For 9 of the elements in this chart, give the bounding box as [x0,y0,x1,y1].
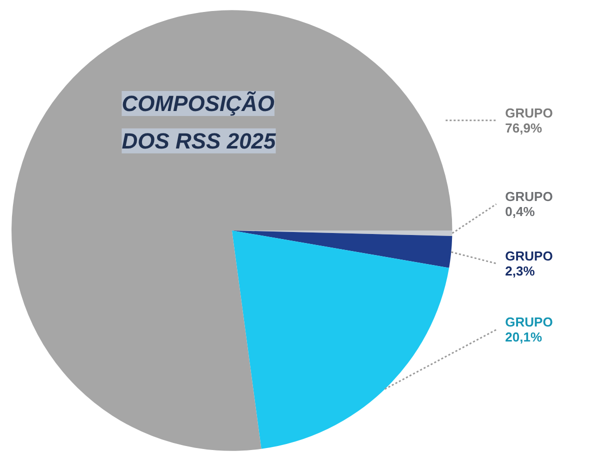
text: COMPOSIÇÃO DOS RSS 2025 [122,90,277,154]
slice-label: GRUPO [505,105,553,120]
data-label: 2,3% [505,264,536,279]
slice-label: GRUPO [505,189,553,204]
data-label: 76,9% [505,120,542,136]
slice-label: GRUPO [505,248,553,264]
data-label: 20,1% [505,330,542,345]
slice-label: GRUPO [505,314,553,330]
data-label: 0,4% [505,204,536,220]
